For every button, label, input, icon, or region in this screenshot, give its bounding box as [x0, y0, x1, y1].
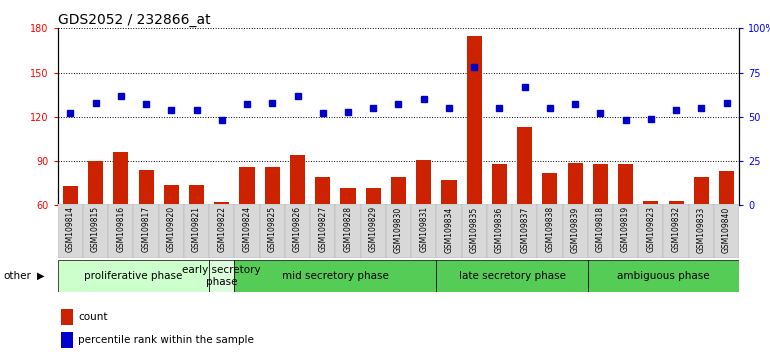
Bar: [113, 152, 129, 205]
Bar: [285, 204, 310, 258]
Text: GSM109816: GSM109816: [116, 206, 126, 252]
Bar: [189, 185, 204, 205]
Text: GSM109830: GSM109830: [394, 206, 403, 252]
Bar: [234, 260, 437, 292]
Bar: [492, 164, 507, 205]
Bar: [467, 36, 482, 205]
Text: count: count: [78, 312, 108, 322]
Bar: [265, 167, 280, 205]
Bar: [83, 204, 109, 258]
Bar: [437, 204, 461, 258]
Text: GSM109818: GSM109818: [596, 206, 605, 252]
Text: GSM109823: GSM109823: [646, 206, 655, 252]
Text: GSM109838: GSM109838: [545, 206, 554, 252]
Bar: [643, 201, 658, 205]
Bar: [310, 204, 336, 258]
Bar: [133, 204, 159, 258]
Bar: [588, 204, 613, 258]
Text: GSM109822: GSM109822: [217, 206, 226, 252]
Text: GSM109829: GSM109829: [369, 206, 378, 252]
Text: GSM109821: GSM109821: [192, 206, 201, 252]
Bar: [234, 204, 259, 258]
Bar: [209, 260, 234, 292]
Text: GSM109824: GSM109824: [243, 206, 252, 252]
Bar: [542, 173, 557, 205]
Bar: [618, 164, 633, 205]
Bar: [315, 177, 330, 205]
Text: GSM109817: GSM109817: [142, 206, 151, 252]
Bar: [441, 180, 457, 205]
Bar: [391, 177, 406, 205]
Text: GSM109827: GSM109827: [318, 206, 327, 252]
Text: GSM109836: GSM109836: [495, 206, 504, 252]
Bar: [537, 204, 563, 258]
Bar: [668, 201, 684, 205]
Bar: [386, 204, 411, 258]
Text: GSM109826: GSM109826: [293, 206, 302, 252]
Bar: [209, 204, 234, 258]
Text: GSM109814: GSM109814: [66, 206, 75, 252]
Text: GSM109819: GSM109819: [621, 206, 630, 252]
Bar: [638, 204, 664, 258]
Bar: [366, 188, 381, 205]
Bar: [567, 162, 583, 205]
Bar: [159, 204, 184, 258]
Bar: [694, 177, 709, 205]
Bar: [613, 204, 638, 258]
Bar: [512, 204, 537, 258]
Text: proliferative phase: proliferative phase: [84, 271, 182, 281]
Bar: [416, 160, 431, 205]
Bar: [360, 204, 386, 258]
Bar: [714, 204, 739, 258]
Bar: [164, 185, 179, 205]
Bar: [517, 127, 532, 205]
Text: GSM109839: GSM109839: [571, 206, 580, 252]
Bar: [58, 260, 209, 292]
Text: GSM109840: GSM109840: [722, 206, 731, 252]
Text: ambiguous phase: ambiguous phase: [618, 271, 710, 281]
Text: GSM109833: GSM109833: [697, 206, 706, 252]
Bar: [719, 171, 734, 205]
Text: late secretory phase: late secretory phase: [459, 271, 565, 281]
Text: GSM109832: GSM109832: [671, 206, 681, 252]
Text: GSM109831: GSM109831: [419, 206, 428, 252]
Bar: [593, 164, 608, 205]
Bar: [588, 260, 739, 292]
Bar: [437, 260, 588, 292]
Bar: [290, 155, 305, 205]
Bar: [61, 309, 73, 325]
Bar: [184, 204, 209, 258]
Bar: [139, 170, 154, 205]
Text: GSM109834: GSM109834: [444, 206, 454, 252]
Text: GSM109837: GSM109837: [521, 206, 529, 252]
Text: GSM109835: GSM109835: [470, 206, 479, 252]
Text: GSM109825: GSM109825: [268, 206, 276, 252]
Bar: [688, 204, 714, 258]
Text: early secretory
phase: early secretory phase: [182, 265, 261, 287]
Bar: [340, 188, 356, 205]
Bar: [109, 204, 133, 258]
Bar: [487, 204, 512, 258]
Text: GSM109820: GSM109820: [167, 206, 176, 252]
Text: other: other: [4, 271, 32, 281]
Bar: [411, 204, 437, 258]
Text: GSM109815: GSM109815: [91, 206, 100, 252]
Text: mid secretory phase: mid secretory phase: [282, 271, 389, 281]
Bar: [461, 204, 487, 258]
Bar: [664, 204, 688, 258]
Text: GDS2052 / 232866_at: GDS2052 / 232866_at: [58, 13, 210, 27]
Bar: [88, 161, 103, 205]
Bar: [259, 204, 285, 258]
Text: percentile rank within the sample: percentile rank within the sample: [78, 335, 254, 346]
Bar: [58, 204, 83, 258]
Bar: [336, 204, 360, 258]
Bar: [61, 332, 73, 348]
Bar: [214, 202, 229, 205]
Bar: [563, 204, 588, 258]
Bar: [63, 186, 78, 205]
Bar: [239, 167, 255, 205]
Text: GSM109828: GSM109828: [343, 206, 353, 252]
Text: ▶: ▶: [37, 271, 45, 281]
